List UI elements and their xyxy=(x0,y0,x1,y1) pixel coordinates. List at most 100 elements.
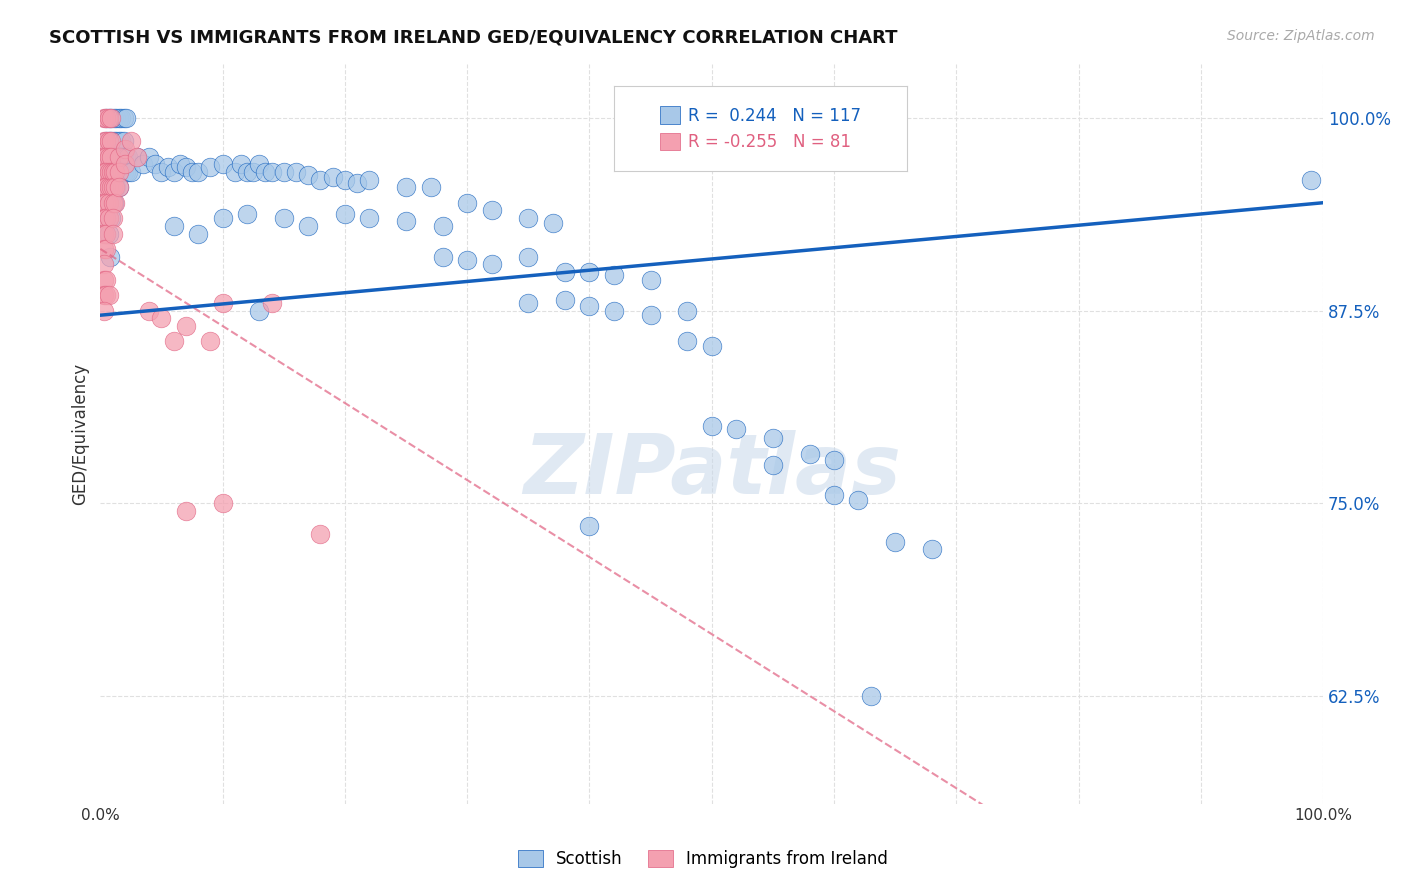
Point xyxy=(101,195,124,210)
Point xyxy=(174,161,197,175)
Point xyxy=(541,216,564,230)
Text: SCOTTISH VS IMMIGRANTS FROM IRELAND GED/EQUIVALENCY CORRELATION CHART: SCOTTISH VS IMMIGRANTS FROM IRELAND GED/… xyxy=(49,29,897,46)
Point xyxy=(112,165,135,179)
Point xyxy=(200,161,222,175)
Point xyxy=(107,165,129,179)
Point xyxy=(156,161,179,175)
Point xyxy=(309,527,332,541)
Point xyxy=(254,165,277,179)
Point xyxy=(100,111,122,125)
Point xyxy=(97,165,120,179)
Point xyxy=(96,180,118,194)
Point xyxy=(114,142,136,156)
Point xyxy=(174,504,197,518)
Point xyxy=(107,180,129,194)
Point xyxy=(97,180,120,194)
Point xyxy=(138,149,160,163)
Point xyxy=(224,165,246,179)
Point xyxy=(211,157,233,171)
Point xyxy=(456,195,478,210)
Point xyxy=(229,157,252,171)
Point xyxy=(100,165,122,179)
Point xyxy=(96,134,118,148)
Point xyxy=(97,149,120,163)
Point xyxy=(395,180,418,194)
Point xyxy=(93,227,115,241)
Point xyxy=(260,165,283,179)
Point xyxy=(395,214,418,228)
Point xyxy=(107,165,129,179)
Point xyxy=(96,288,118,302)
Point xyxy=(603,268,626,282)
Point xyxy=(211,296,233,310)
Point xyxy=(163,334,186,349)
Point xyxy=(419,180,441,194)
Point xyxy=(97,149,120,163)
Point xyxy=(578,299,600,313)
Point xyxy=(96,211,118,226)
Point xyxy=(603,303,626,318)
Point xyxy=(174,318,197,333)
Point xyxy=(96,149,118,163)
Point xyxy=(96,195,118,210)
Point xyxy=(138,303,160,318)
Point xyxy=(884,534,907,549)
Point xyxy=(432,219,454,233)
Point xyxy=(93,111,115,125)
Point xyxy=(93,242,115,256)
Point xyxy=(333,172,356,186)
Point xyxy=(93,165,115,179)
Point xyxy=(921,542,943,557)
Point xyxy=(107,180,129,194)
Point xyxy=(104,195,127,210)
Point xyxy=(107,111,129,125)
Point xyxy=(96,227,118,241)
Point xyxy=(309,172,332,186)
Point xyxy=(103,149,125,163)
Point xyxy=(125,149,148,163)
Point xyxy=(200,334,222,349)
Point xyxy=(247,157,270,171)
Point xyxy=(96,111,118,125)
Point xyxy=(93,149,115,163)
Point xyxy=(96,134,118,148)
Point xyxy=(333,206,356,220)
Point xyxy=(700,419,723,434)
Point xyxy=(554,293,576,307)
Point xyxy=(322,169,344,184)
Point xyxy=(163,219,186,233)
Point xyxy=(103,180,125,194)
Point xyxy=(211,211,233,226)
Point xyxy=(359,211,381,226)
Point xyxy=(112,134,135,148)
Point xyxy=(297,219,319,233)
Point xyxy=(517,296,540,310)
Point xyxy=(110,165,132,179)
Point xyxy=(100,134,122,148)
Point xyxy=(93,195,115,210)
Point xyxy=(100,149,122,163)
Point xyxy=(848,493,870,508)
Point xyxy=(96,227,118,241)
Point xyxy=(114,157,136,171)
Point xyxy=(103,134,125,148)
Point xyxy=(101,211,124,226)
Point xyxy=(700,339,723,353)
Point xyxy=(211,496,233,510)
Point xyxy=(676,303,699,318)
Point xyxy=(578,519,600,533)
Point xyxy=(96,111,118,125)
Point xyxy=(100,165,122,179)
Point xyxy=(93,273,115,287)
Point xyxy=(97,195,120,210)
Point xyxy=(100,149,122,163)
Point xyxy=(97,195,120,210)
Point xyxy=(97,211,120,226)
Point xyxy=(96,165,118,179)
Point xyxy=(103,111,125,125)
Point xyxy=(107,134,129,148)
Point xyxy=(187,227,209,241)
Point xyxy=(101,165,124,179)
Point xyxy=(762,432,785,446)
Point xyxy=(104,180,127,194)
